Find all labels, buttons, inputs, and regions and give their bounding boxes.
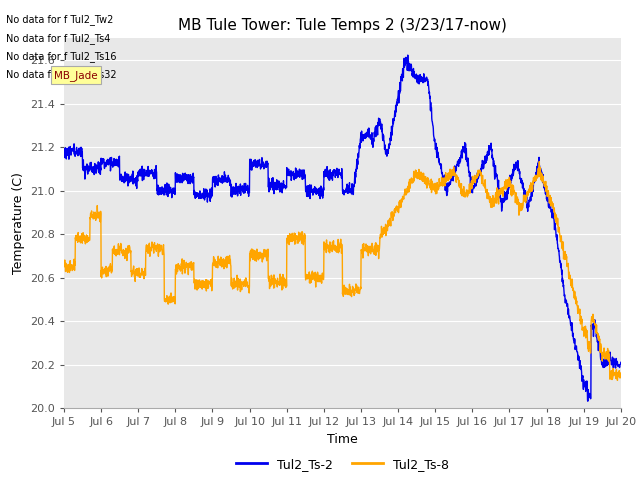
Text: No data for f Tul2_Tw2: No data for f Tul2_Tw2 (6, 14, 114, 25)
Text: No data for f Tul2_Ts4: No data for f Tul2_Ts4 (6, 33, 111, 44)
Legend: Tul2_Ts-2, Tul2_Ts-8: Tul2_Ts-2, Tul2_Ts-8 (231, 453, 454, 476)
Title: MB Tule Tower: Tule Temps 2 (3/23/17-now): MB Tule Tower: Tule Temps 2 (3/23/17-now… (178, 18, 507, 33)
Text: No data for f Tul2_Ts32: No data for f Tul2_Ts32 (6, 69, 117, 80)
Y-axis label: Temperature (C): Temperature (C) (12, 172, 24, 274)
Text: No data for f Tul2_Ts16: No data for f Tul2_Ts16 (6, 51, 117, 62)
Text: MB_Jade: MB_Jade (54, 70, 98, 81)
X-axis label: Time: Time (327, 432, 358, 445)
